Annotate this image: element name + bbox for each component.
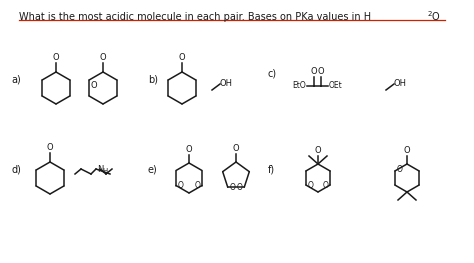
Text: O: O (397, 165, 403, 174)
Text: What is the most acidic molecule in each pair. Bases on PKa values in H: What is the most acidic molecule in each… (19, 12, 371, 22)
Text: OEt: OEt (329, 82, 343, 90)
Text: N: N (97, 164, 103, 174)
Text: O: O (315, 146, 321, 155)
Text: H: H (102, 168, 107, 174)
Text: OH: OH (394, 79, 407, 89)
Text: O: O (404, 146, 410, 155)
Text: c): c) (268, 69, 277, 79)
Text: O: O (229, 183, 235, 192)
Text: EtO: EtO (292, 82, 306, 90)
Text: O: O (310, 67, 317, 76)
Text: O: O (318, 67, 324, 76)
Text: e): e) (148, 165, 158, 175)
Text: O: O (432, 12, 439, 22)
Text: O: O (307, 180, 313, 190)
Text: b): b) (148, 75, 158, 85)
Text: OH: OH (220, 79, 233, 89)
Text: O: O (237, 183, 243, 192)
Text: d): d) (11, 165, 21, 175)
Text: 2: 2 (428, 11, 432, 17)
Text: O: O (53, 53, 59, 62)
Text: a): a) (11, 75, 21, 85)
Text: O: O (177, 181, 183, 190)
Text: O: O (323, 180, 328, 190)
Text: O: O (46, 143, 53, 152)
Text: f): f) (268, 165, 275, 175)
Text: O: O (195, 181, 201, 190)
Text: O: O (100, 53, 106, 62)
Text: O: O (90, 81, 97, 90)
Text: O: O (179, 53, 185, 62)
Text: O: O (233, 144, 239, 153)
Text: O: O (186, 145, 192, 154)
